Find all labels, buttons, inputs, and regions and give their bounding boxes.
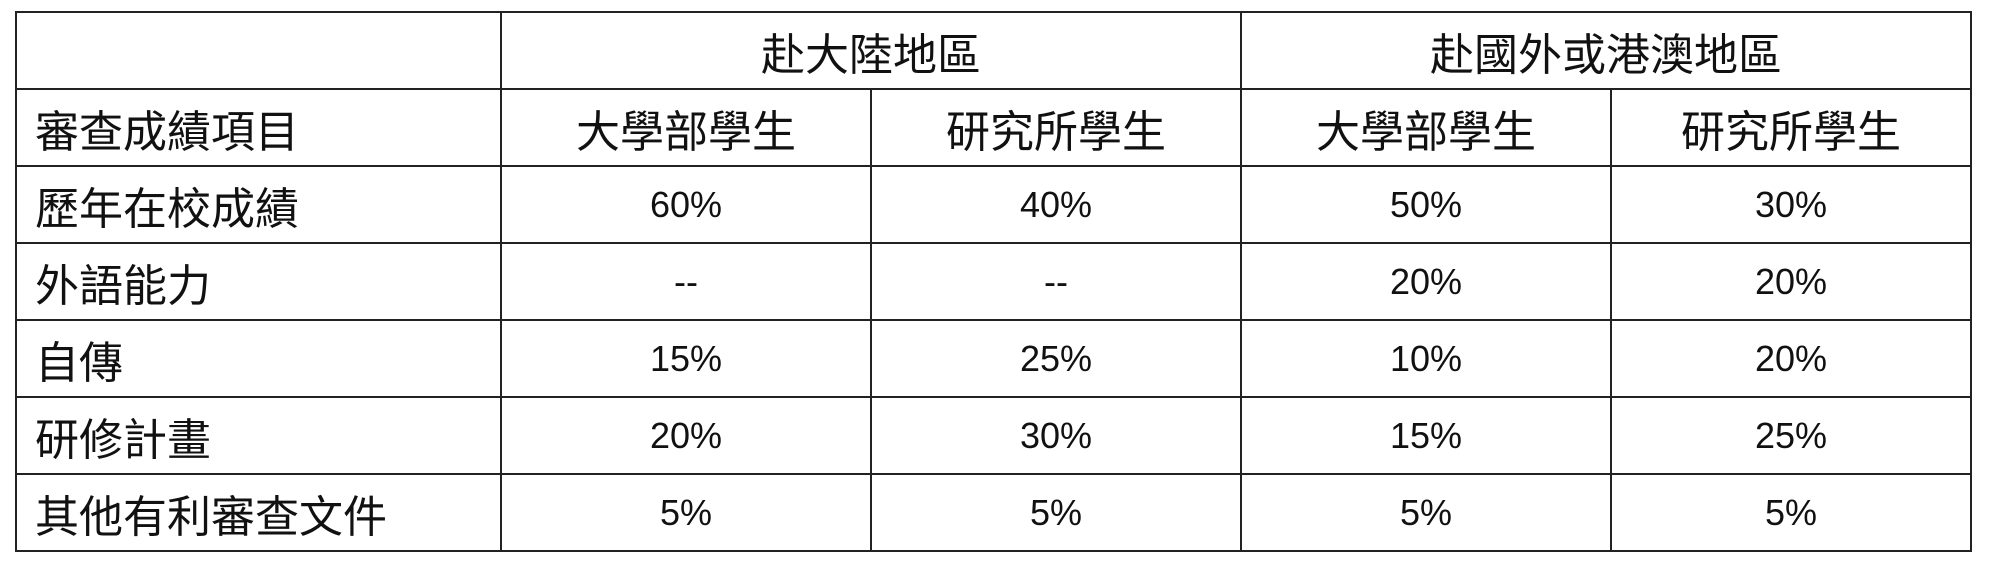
value-cell: 30%	[1610, 165, 1972, 244]
value-cell: --	[870, 242, 1242, 321]
value-cell: 25%	[870, 319, 1242, 398]
value-cell: 20%	[1610, 319, 1972, 398]
sub-header-cell: 研究所學生	[870, 88, 1242, 167]
table-container: 赴大陸地區 赴國外或港澳地區 審查成績項目 大學部學生 研究所學生 大學部學生 …	[15, 11, 1972, 552]
sub-header-cell: 大學部學生	[500, 88, 872, 167]
group-header-row: 赴大陸地區 赴國外或港澳地區	[15, 11, 1972, 90]
value-cell: 5%	[1610, 473, 1972, 552]
value-cell: 40%	[870, 165, 1242, 244]
row-label: 其他有利審查文件	[15, 473, 502, 552]
value-cell: 10%	[1240, 319, 1612, 398]
table-row: 歷年在校成績 60% 40% 50% 30%	[15, 165, 1972, 244]
table-row: 自傳 15% 25% 10% 20%	[15, 319, 1972, 398]
sub-header-cell: 研究所學生	[1610, 88, 1972, 167]
review-score-table: 赴大陸地區 赴國外或港澳地區 審查成績項目 大學部學生 研究所學生 大學部學生 …	[15, 11, 1972, 552]
group-header-overseas: 赴國外或港澳地區	[1240, 11, 1972, 90]
row-label: 外語能力	[15, 242, 502, 321]
sub-header-cell: 大學部學生	[1240, 88, 1612, 167]
value-cell: 20%	[1610, 242, 1972, 321]
value-cell: 60%	[500, 165, 872, 244]
value-cell: --	[500, 242, 872, 321]
table-row: 外語能力 -- -- 20% 20%	[15, 242, 1972, 321]
table-row: 其他有利審查文件 5% 5% 5% 5%	[15, 473, 1972, 552]
value-cell: 30%	[870, 396, 1242, 475]
value-cell: 15%	[1240, 396, 1612, 475]
value-cell: 5%	[870, 473, 1242, 552]
table-row: 研修計畫 20% 30% 15% 25%	[15, 396, 1972, 475]
row-label: 自傳	[15, 319, 502, 398]
value-cell: 15%	[500, 319, 872, 398]
group-header-mainland: 赴大陸地區	[500, 11, 1242, 90]
row-label: 研修計畫	[15, 396, 502, 475]
value-cell: 25%	[1610, 396, 1972, 475]
sub-header-row: 審查成績項目 大學部學生 研究所學生 大學部學生 研究所學生	[15, 88, 1972, 167]
value-cell: 50%	[1240, 165, 1612, 244]
row-header-label: 審查成績項目	[15, 88, 502, 167]
value-cell: 20%	[500, 396, 872, 475]
value-cell: 5%	[500, 473, 872, 552]
value-cell: 5%	[1240, 473, 1612, 552]
value-cell: 20%	[1240, 242, 1612, 321]
row-label: 歷年在校成績	[15, 165, 502, 244]
empty-corner-cell	[15, 11, 502, 90]
